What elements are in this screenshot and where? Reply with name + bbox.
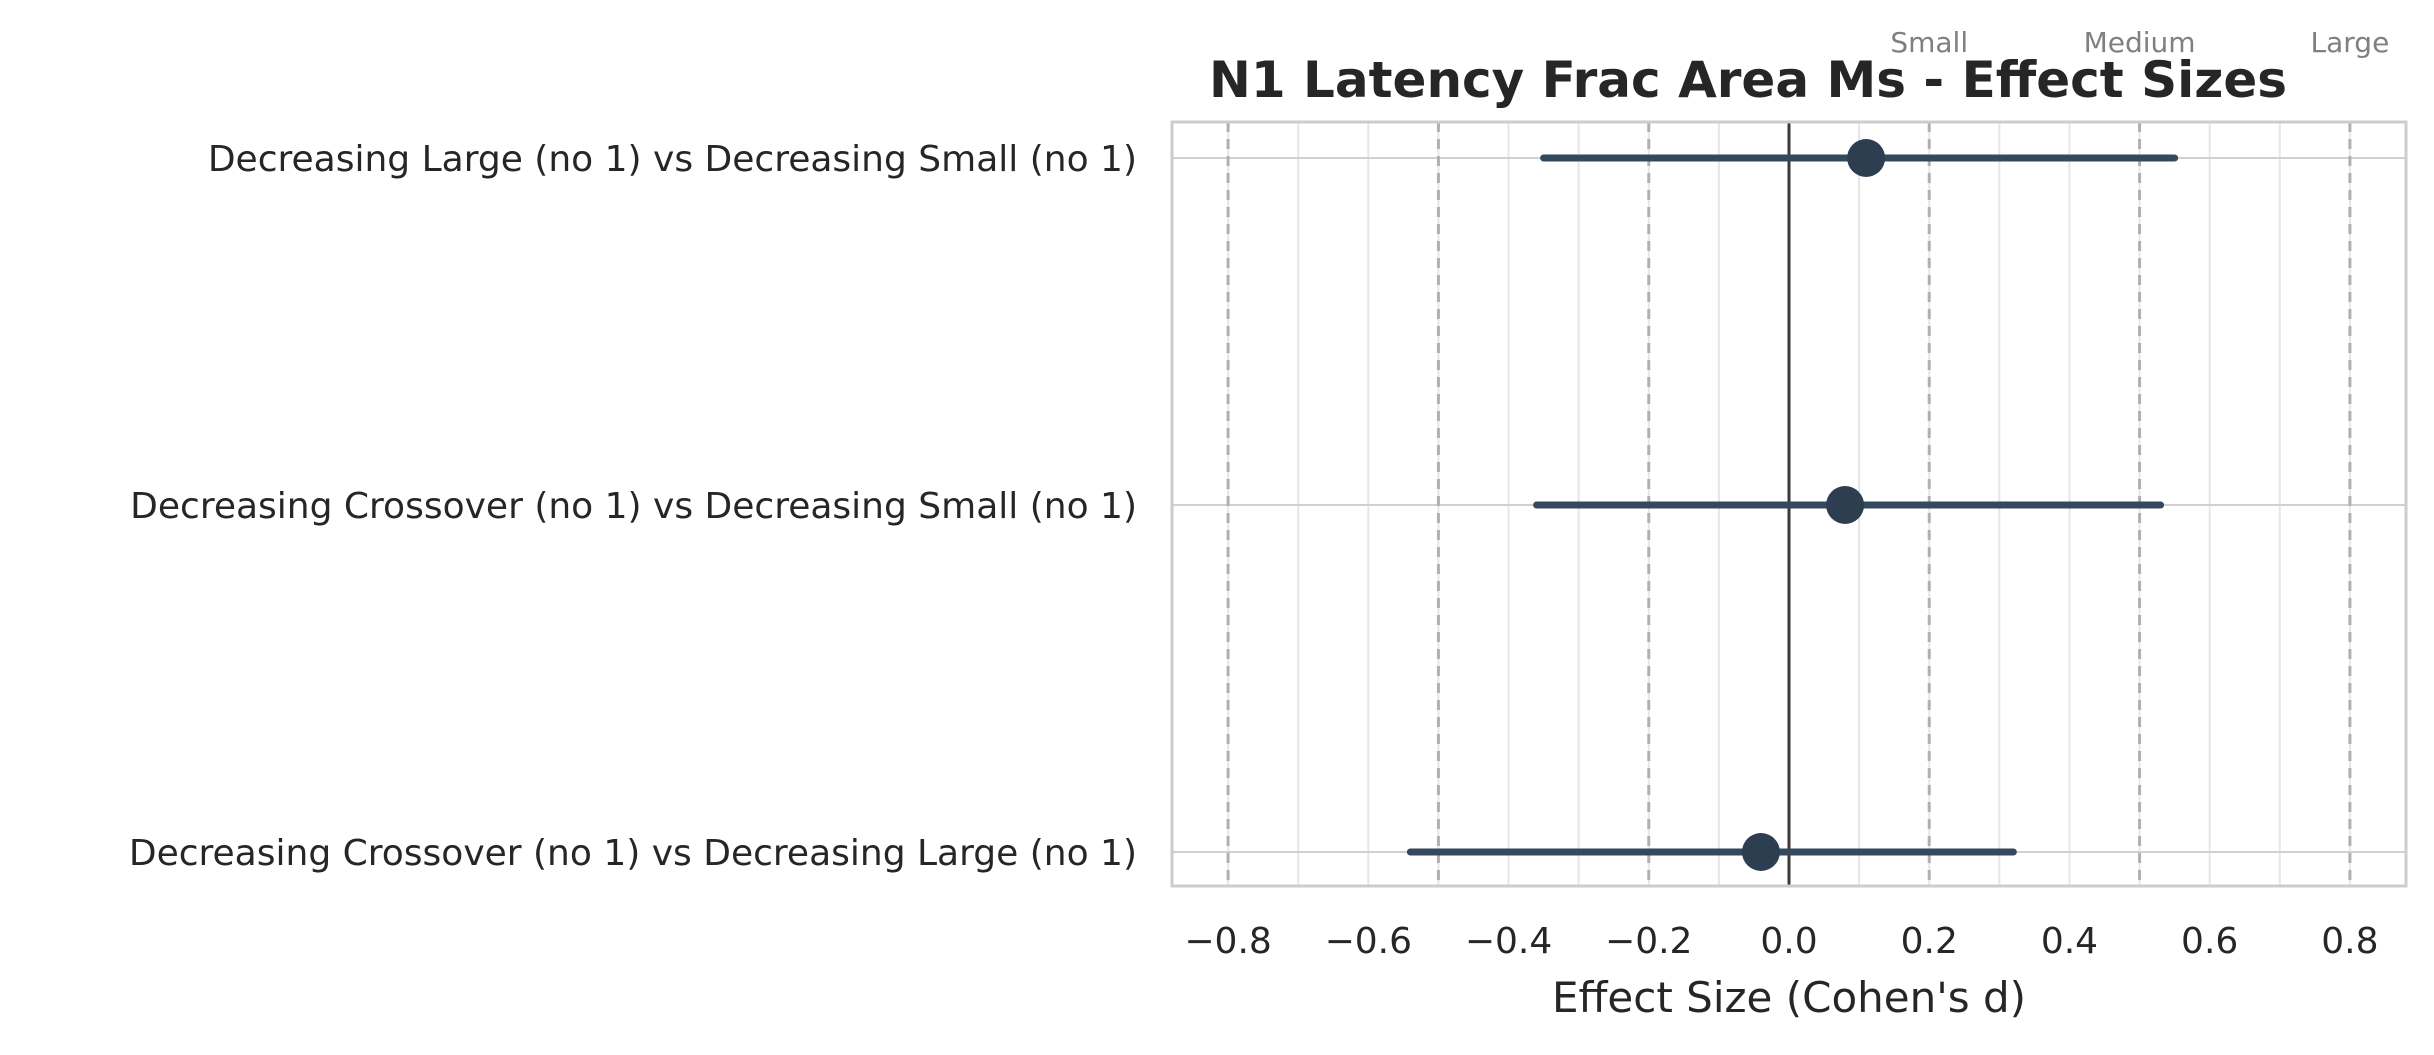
x-tick-label: 0.0 bbox=[1760, 921, 1817, 962]
reference-label: Small bbox=[1890, 26, 1968, 59]
x-tick-label: −0.2 bbox=[1605, 921, 1692, 962]
x-tick-labels: −0.8 −0.6 −0.4 −0.2 0.0 0.2 0.4 0.6 0.8 bbox=[1184, 921, 2378, 962]
x-tick-label: −0.6 bbox=[1325, 921, 1412, 962]
category-labels: Decreasing Large (no 1) vs Decreasing Sm… bbox=[129, 139, 1137, 874]
x-tick-label: 0.6 bbox=[2181, 921, 2238, 962]
effect-point bbox=[1826, 486, 1865, 524]
x-tick-label: −0.8 bbox=[1184, 921, 1271, 962]
x-tick-label: 0.8 bbox=[2321, 921, 2378, 962]
comparison-label: Decreasing Large (no 1) vs Decreasing Sm… bbox=[208, 139, 1137, 180]
reference-label: Large bbox=[2311, 26, 2390, 59]
comparison-label: Decreasing Crossover (no 1) vs Decreasin… bbox=[129, 833, 1137, 874]
effect-marks bbox=[1406, 139, 2179, 871]
reference-labels: Small Medium Large bbox=[1890, 26, 2389, 59]
effect-point bbox=[1741, 833, 1780, 871]
comparison-label: Decreasing Crossover (no 1) vs Decreasin… bbox=[130, 486, 1137, 527]
x-axis-label: Effect Size (Cohen's d) bbox=[1552, 973, 2026, 1022]
x-tick-label: 0.4 bbox=[2041, 921, 2098, 962]
effect-point bbox=[1847, 139, 1886, 177]
chart-title: N1 Latency Frac Area Ms - Effect Sizes bbox=[1209, 51, 2287, 109]
x-tick-label: 0.2 bbox=[1901, 921, 1958, 962]
x-tick-label: −0.4 bbox=[1465, 921, 1552, 962]
reference-label: Medium bbox=[2084, 26, 2196, 59]
plot-frame bbox=[1170, 120, 2408, 888]
